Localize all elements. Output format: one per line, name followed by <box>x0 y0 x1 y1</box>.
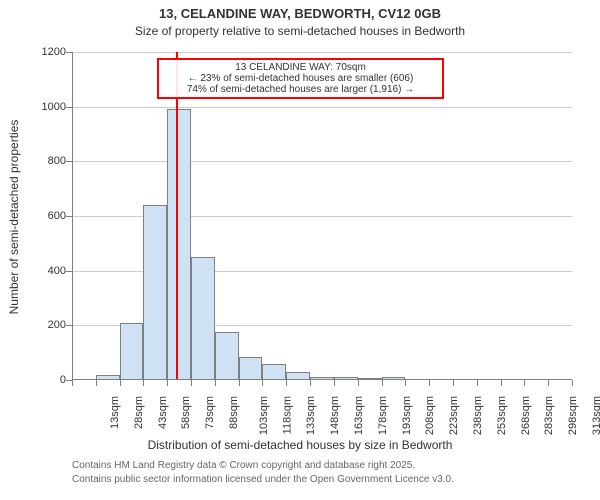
y-axis-label: Number of semi-detached properties <box>7 53 21 381</box>
x-tick-mark <box>405 380 406 386</box>
y-tick-label: 0 <box>60 374 72 386</box>
x-tick-mark <box>96 380 97 386</box>
histogram-bar <box>262 364 286 380</box>
x-tick-label: 163sqm <box>353 396 365 435</box>
x-tick-label: 178sqm <box>377 396 389 435</box>
x-tick-mark <box>477 380 478 386</box>
histogram-bar <box>239 357 263 380</box>
x-axis-line <box>72 379 572 380</box>
x-tick-mark <box>524 380 525 386</box>
y-axis-line <box>72 52 73 380</box>
x-tick-label: 103sqm <box>258 396 270 435</box>
x-tick-mark <box>548 380 549 386</box>
x-tick-label: 238sqm <box>472 396 484 435</box>
x-tick-label: 88sqm <box>228 396 240 429</box>
x-tick-mark <box>143 380 144 386</box>
x-tick-mark <box>310 380 311 386</box>
histogram-bar <box>167 109 191 380</box>
x-tick-mark <box>429 380 430 386</box>
x-tick-mark <box>572 380 573 386</box>
x-tick-mark <box>382 380 383 386</box>
histogram-bar <box>215 332 239 380</box>
histogram-bar <box>120 323 144 380</box>
chart-title: 13, CELANDINE WAY, BEDWORTH, CV12 0GB <box>0 6 600 21</box>
y-tick-label: 1200 <box>42 46 72 58</box>
x-tick-label: 28sqm <box>133 396 145 429</box>
x-tick-label: 43sqm <box>157 396 169 429</box>
annotation-line: 13 CELANDINE WAY: 70sqm <box>163 62 438 73</box>
x-tick-label: 13sqm <box>109 396 121 429</box>
annotation-line: ← 23% of semi-detached houses are smalle… <box>163 73 438 84</box>
x-tick-label: 223sqm <box>448 396 460 435</box>
plot-area: 02004006008001000120013sqm28sqm43sqm58sq… <box>72 52 572 380</box>
y-tick-label: 400 <box>48 265 72 277</box>
gridline <box>72 52 572 53</box>
x-tick-mark <box>72 380 73 386</box>
x-tick-label: 118sqm <box>281 396 293 434</box>
x-tick-label: 253sqm <box>496 396 508 435</box>
attribution-line-1: Contains HM Land Registry data © Crown c… <box>72 460 415 471</box>
y-tick-label: 1000 <box>42 101 72 113</box>
gridline <box>72 161 572 162</box>
y-tick-label: 200 <box>48 319 72 331</box>
x-tick-label: 148sqm <box>329 396 341 435</box>
annotation-box: 13 CELANDINE WAY: 70sqm← 23% of semi-det… <box>157 58 444 99</box>
reference-line <box>176 52 178 380</box>
x-tick-label: 268sqm <box>520 396 532 435</box>
x-tick-label: 208sqm <box>425 396 437 435</box>
annotation-line: 74% of semi-detached houses are larger (… <box>163 84 438 95</box>
x-tick-label: 73sqm <box>204 396 216 429</box>
x-tick-label: 298sqm <box>567 396 579 435</box>
histogram-bar <box>191 257 215 380</box>
y-tick-label: 800 <box>48 155 72 167</box>
x-tick-label: 133sqm <box>306 396 318 435</box>
x-tick-mark <box>239 380 240 386</box>
x-axis-label: Distribution of semi-detached houses by … <box>0 438 600 452</box>
x-tick-mark <box>167 380 168 386</box>
gridline <box>72 107 572 108</box>
x-tick-mark <box>215 380 216 386</box>
x-tick-mark <box>262 380 263 386</box>
attribution-line-2: Contains public sector information licen… <box>72 474 454 485</box>
x-tick-label: 283sqm <box>544 396 556 435</box>
x-tick-mark <box>120 380 121 386</box>
x-tick-mark <box>191 380 192 386</box>
x-tick-label: 193sqm <box>401 396 413 435</box>
chart-subtitle: Size of property relative to semi-detach… <box>0 24 600 38</box>
chart-container: 13, CELANDINE WAY, BEDWORTH, CV12 0GB Si… <box>0 0 600 500</box>
histogram-bar <box>143 205 167 380</box>
y-tick-label: 600 <box>48 210 72 222</box>
x-tick-label: 313sqm <box>591 396 600 435</box>
x-tick-mark <box>286 380 287 386</box>
x-tick-mark <box>453 380 454 386</box>
x-tick-label: 58sqm <box>180 396 192 429</box>
x-tick-mark <box>501 380 502 386</box>
x-tick-mark <box>334 380 335 386</box>
x-tick-mark <box>358 380 359 386</box>
